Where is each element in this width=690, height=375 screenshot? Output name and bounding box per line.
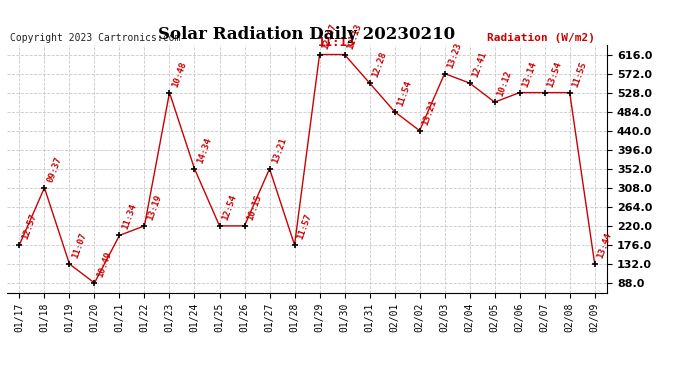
Text: 10:48: 10:48 (170, 60, 188, 88)
Text: 11:13: 11:13 (346, 22, 364, 50)
Text: 09:37: 09:37 (46, 155, 63, 183)
Text: 13:23: 13:23 (446, 41, 464, 69)
Text: 12:54: 12:54 (221, 193, 239, 222)
Text: 10:49: 10:49 (96, 251, 113, 279)
Text: 10:15: 10:15 (246, 193, 264, 222)
Text: 13:44: 13:44 (596, 231, 613, 260)
Text: Copyright 2023 Cartronics.com: Copyright 2023 Cartronics.com (10, 33, 180, 42)
Text: 11:55: 11:55 (571, 60, 589, 88)
Text: 12:28: 12:28 (371, 50, 388, 79)
Text: 12:41: 12:41 (471, 50, 489, 79)
Text: 13:21: 13:21 (421, 98, 439, 126)
Text: 13:14: 13:14 (521, 60, 539, 88)
Text: 12:57: 12:57 (21, 212, 39, 241)
Text: 11:13: 11:13 (318, 36, 356, 50)
Text: 11:54: 11:54 (396, 79, 413, 107)
Text: 13:21: 13:21 (270, 136, 288, 164)
Text: 13:19: 13:19 (146, 193, 164, 222)
Text: 10:12: 10:12 (496, 69, 513, 98)
Text: 11:34: 11:34 (121, 203, 139, 231)
Text: 11:07: 11:07 (70, 231, 88, 260)
Text: Radiation (W/m2): Radiation (W/m2) (487, 33, 595, 42)
Text: 12:47: 12:47 (321, 22, 339, 50)
Text: 14:34: 14:34 (196, 136, 213, 164)
Title: Solar Radiation Daily 20230210: Solar Radiation Daily 20230210 (159, 27, 455, 44)
Text: 11:57: 11:57 (296, 212, 313, 241)
Text: 13:54: 13:54 (546, 60, 564, 88)
